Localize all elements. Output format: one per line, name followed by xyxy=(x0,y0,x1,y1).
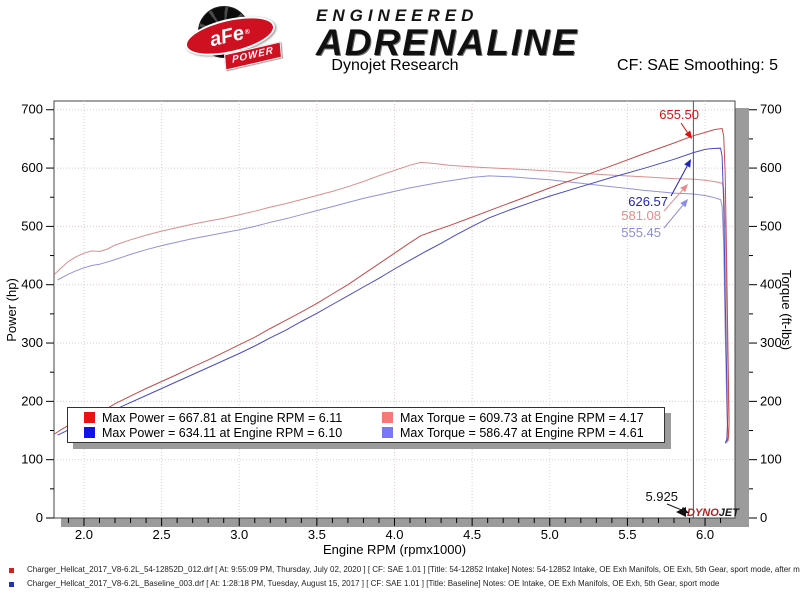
title-row: Dynojet Research CF: SAE Smoothing: 5 xyxy=(0,57,800,77)
svg-text:626.57: 626.57 xyxy=(628,194,668,209)
y-axis-title-right: Torque (ft-lbs) xyxy=(779,270,794,350)
svg-text:500: 500 xyxy=(760,218,782,233)
svg-text:3.0: 3.0 xyxy=(230,527,248,542)
file-text: Charger_Hellcat_2017_V8-6.2L_54-12852D_0… xyxy=(27,565,800,574)
svg-text:2.0: 2.0 xyxy=(75,527,93,542)
svg-text:555.45: 555.45 xyxy=(621,225,661,240)
file-bullet-icon xyxy=(9,568,14,573)
brand-wordmark: ENGINEERED ADRENALINE xyxy=(316,6,579,63)
series-power-intake xyxy=(54,127,730,443)
legend-item: Max Torque = 586.47 at Engine RPM = 4.61 xyxy=(366,426,664,440)
svg-text:400: 400 xyxy=(21,277,43,292)
file-text: Charger_Hellcat_2017_V8-6.2L_Baseline_00… xyxy=(27,579,720,588)
annotation-5.925: 5.925 xyxy=(645,489,689,514)
annotation-626.57: 626.57 xyxy=(628,159,691,209)
svg-text:5.0: 5.0 xyxy=(541,527,559,542)
brand-adrenaline: ADRENALINE xyxy=(316,22,579,63)
legend-item: Max Power = 634.11 at Engine RPM = 6.10 xyxy=(68,426,366,440)
footer-file-list: Charger_Hellcat_2017_V8-6.2L_54-12852D_0… xyxy=(0,564,800,592)
svg-text:200: 200 xyxy=(21,393,43,408)
svg-text:5.925: 5.925 xyxy=(645,489,678,504)
file-entry: Charger_Hellcat_2017_V8-6.2L_54-12852D_0… xyxy=(0,564,800,578)
svg-text:700: 700 xyxy=(21,102,43,117)
series-power-baseline xyxy=(57,147,729,444)
legend-label: Max Torque = 609.73 at Engine RPM = 4.17 xyxy=(400,410,644,425)
y-axis-title-left: Power (hp) xyxy=(4,278,19,342)
afe-power-logo: aFe ® POWER xyxy=(181,5,310,71)
brand-engineered: ENGINEERED xyxy=(316,6,479,25)
svg-text:300: 300 xyxy=(21,335,43,350)
svg-text:5.5: 5.5 xyxy=(618,527,636,542)
series-group xyxy=(54,127,730,444)
chart-title: Dynojet Research xyxy=(331,57,459,74)
svg-text:0: 0 xyxy=(36,510,43,525)
svg-text:200: 200 xyxy=(760,393,782,408)
svg-text:500: 500 xyxy=(21,218,43,233)
svg-text:4.0: 4.0 xyxy=(385,527,403,542)
svg-text:2.5: 2.5 xyxy=(153,527,171,542)
legend-label: Max Torque = 586.47 at Engine RPM = 4.61 xyxy=(400,425,644,440)
legend-item: Max Torque = 609.73 at Engine RPM = 4.17 xyxy=(366,411,664,425)
arrowhead-icon xyxy=(684,159,691,168)
file-entry: Charger_Hellcat_2017_V8-6.2L_Baseline_00… xyxy=(0,578,800,592)
legend-swatch-icon xyxy=(382,427,393,438)
svg-text:600: 600 xyxy=(760,160,782,175)
annotation-655.50: 655.50 xyxy=(659,107,699,139)
svg-text:DYNOJET: DYNOJET xyxy=(687,507,740,519)
legend-label: Max Power = 667.81 at Engine RPM = 6.11 xyxy=(102,410,343,425)
svg-text:655.50: 655.50 xyxy=(659,107,699,122)
legend-label: Max Power = 634.11 at Engine RPM = 6.10 xyxy=(102,425,343,440)
file-bullet-icon xyxy=(9,582,14,587)
svg-text:6.0: 6.0 xyxy=(696,527,714,542)
y-axes: 0 0 100 100 200 200 300 300 400 400 500 500 600 600 70… xyxy=(4,102,794,525)
x-axis: 2.0 2.5 3.0 3.5 4.0 4.5 5.0 5.5 6.0 Engine RPM (r… xyxy=(67,518,722,557)
series-torque-baseline xyxy=(57,175,729,444)
svg-text:3.5: 3.5 xyxy=(308,527,326,542)
annotation-581.08: 581.08 xyxy=(621,184,688,223)
series-torque-intake xyxy=(54,161,730,442)
legend-swatch-icon xyxy=(84,412,95,423)
svg-text:100: 100 xyxy=(760,452,782,467)
svg-text:0: 0 xyxy=(760,510,767,525)
arrowhead-icon xyxy=(680,199,688,208)
annotation-555.45: 555.45 xyxy=(621,199,688,240)
x-axis-title: Engine RPM (rpmx1000) xyxy=(323,542,466,557)
svg-text:100: 100 xyxy=(21,452,43,467)
legend-item: Max Power = 667.81 at Engine RPM = 6.11 xyxy=(68,411,366,425)
svg-text:581.08: 581.08 xyxy=(621,208,661,223)
svg-text:4.5: 4.5 xyxy=(463,527,481,542)
cf-smoothing-label: CF: SAE Smoothing: 5 xyxy=(617,57,778,74)
svg-text:600: 600 xyxy=(21,160,43,175)
svg-text:700: 700 xyxy=(760,102,782,117)
arrowhead-icon xyxy=(680,184,688,193)
arrowhead-icon xyxy=(680,506,689,514)
svg-text:400: 400 xyxy=(760,277,782,292)
legend-swatch-icon xyxy=(84,427,95,438)
svg-text:300: 300 xyxy=(760,335,782,350)
arrowhead-icon xyxy=(684,130,692,139)
legend: Max Power = 667.81 at Engine RPM = 6.11 M… xyxy=(67,407,665,443)
legend-swatch-icon xyxy=(382,412,393,423)
